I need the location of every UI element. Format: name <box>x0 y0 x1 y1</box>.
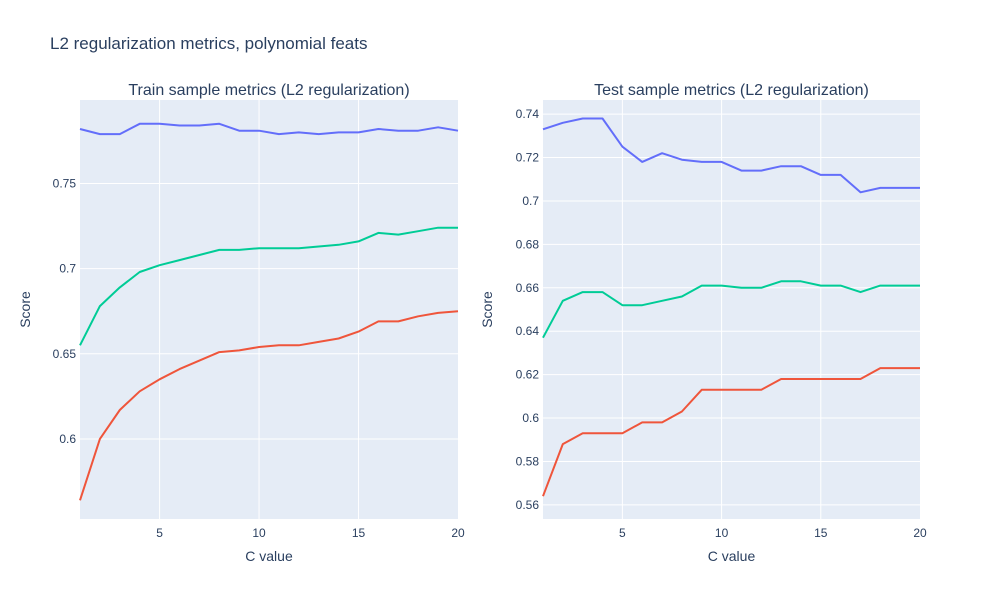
series-line-2 <box>542 280 920 339</box>
y-axis-title: Score <box>479 291 495 328</box>
y-tick-label: 0.6 <box>522 411 539 425</box>
y-tick-label: 0.72 <box>516 151 540 165</box>
subplot-title: Test sample metrics (L2 regularization) <box>594 82 869 99</box>
subplot-1: 5 10 15 20 0.6 0.65 0.7 0.75 Train sample metric… <box>17 82 465 564</box>
x-tick-label: 5 <box>156 526 163 540</box>
y-tick-label: 0.75 <box>53 176 77 190</box>
x-axis-title: C value <box>708 548 756 564</box>
y-tick-label: 0.7 <box>522 194 539 208</box>
plot-area <box>543 100 920 519</box>
series-line-3 <box>542 367 920 497</box>
x-tick-label: 10 <box>715 526 729 540</box>
subplot-2: 5 10 15 20 0.56 0.58 0.6 0.62 0.64 0.66 0.68 0.7 0.7… <box>479 82 927 564</box>
x-tick-label: 5 <box>619 526 626 540</box>
y-tick-label: 0.7 <box>59 262 76 276</box>
y-tick-label: 0.58 <box>516 454 540 468</box>
series-line-3 <box>79 310 459 501</box>
x-tick-label: 15 <box>352 526 366 540</box>
figure-title: L2 regularization metrics, polynomial fe… <box>50 34 368 53</box>
x-tick-label: 15 <box>814 526 828 540</box>
y-tick-label: 0.56 <box>516 498 540 512</box>
subplot-title: Train sample metrics (L2 regularization) <box>128 82 409 99</box>
y-tick-label: 0.6 <box>59 432 76 446</box>
y-tick-label: 0.66 <box>516 281 540 295</box>
x-tick-label: 10 <box>252 526 266 540</box>
plot-area <box>80 100 458 519</box>
series-line-1 <box>79 122 459 136</box>
x-axis-title: C value <box>245 548 293 564</box>
y-tick-label: 0.68 <box>516 237 540 251</box>
y-axis-title: Score <box>17 291 33 328</box>
y-tick-label: 0.62 <box>516 368 540 382</box>
series-line-1 <box>542 117 920 194</box>
y-tick-label: 0.65 <box>53 347 77 361</box>
x-tick-label: 20 <box>451 526 465 540</box>
x-tick-label: 20 <box>913 526 927 540</box>
y-tick-label: 0.74 <box>516 107 540 121</box>
series-line-2 <box>79 226 458 346</box>
y-tick-label: 0.64 <box>516 324 540 338</box>
